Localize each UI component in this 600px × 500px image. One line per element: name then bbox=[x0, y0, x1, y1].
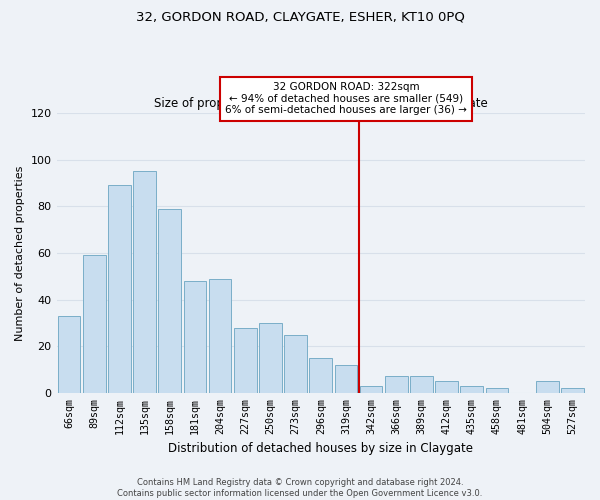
Bar bbox=[158, 208, 181, 393]
Text: 32, GORDON ROAD, CLAYGATE, ESHER, KT10 0PQ: 32, GORDON ROAD, CLAYGATE, ESHER, KT10 0… bbox=[136, 10, 464, 23]
Text: 32 GORDON ROAD: 322sqm
← 94% of detached houses are smaller (549)
6% of semi-det: 32 GORDON ROAD: 322sqm ← 94% of detached… bbox=[225, 82, 467, 116]
Bar bbox=[58, 316, 80, 393]
Bar bbox=[410, 376, 433, 393]
Bar bbox=[133, 172, 156, 393]
Bar bbox=[485, 388, 508, 393]
Y-axis label: Number of detached properties: Number of detached properties bbox=[15, 165, 25, 340]
Bar bbox=[209, 278, 232, 393]
Bar bbox=[259, 323, 282, 393]
Bar bbox=[234, 328, 257, 393]
X-axis label: Distribution of detached houses by size in Claygate: Distribution of detached houses by size … bbox=[168, 442, 473, 455]
Bar bbox=[335, 365, 357, 393]
Bar bbox=[435, 381, 458, 393]
Bar bbox=[284, 334, 307, 393]
Bar bbox=[310, 358, 332, 393]
Text: Contains HM Land Registry data © Crown copyright and database right 2024.
Contai: Contains HM Land Registry data © Crown c… bbox=[118, 478, 482, 498]
Bar bbox=[184, 281, 206, 393]
Bar bbox=[108, 186, 131, 393]
Bar bbox=[536, 381, 559, 393]
Bar bbox=[561, 388, 584, 393]
Bar bbox=[83, 255, 106, 393]
Bar bbox=[385, 376, 407, 393]
Bar bbox=[360, 386, 382, 393]
Bar bbox=[460, 386, 483, 393]
Title: Size of property relative to detached houses in Claygate: Size of property relative to detached ho… bbox=[154, 98, 488, 110]
